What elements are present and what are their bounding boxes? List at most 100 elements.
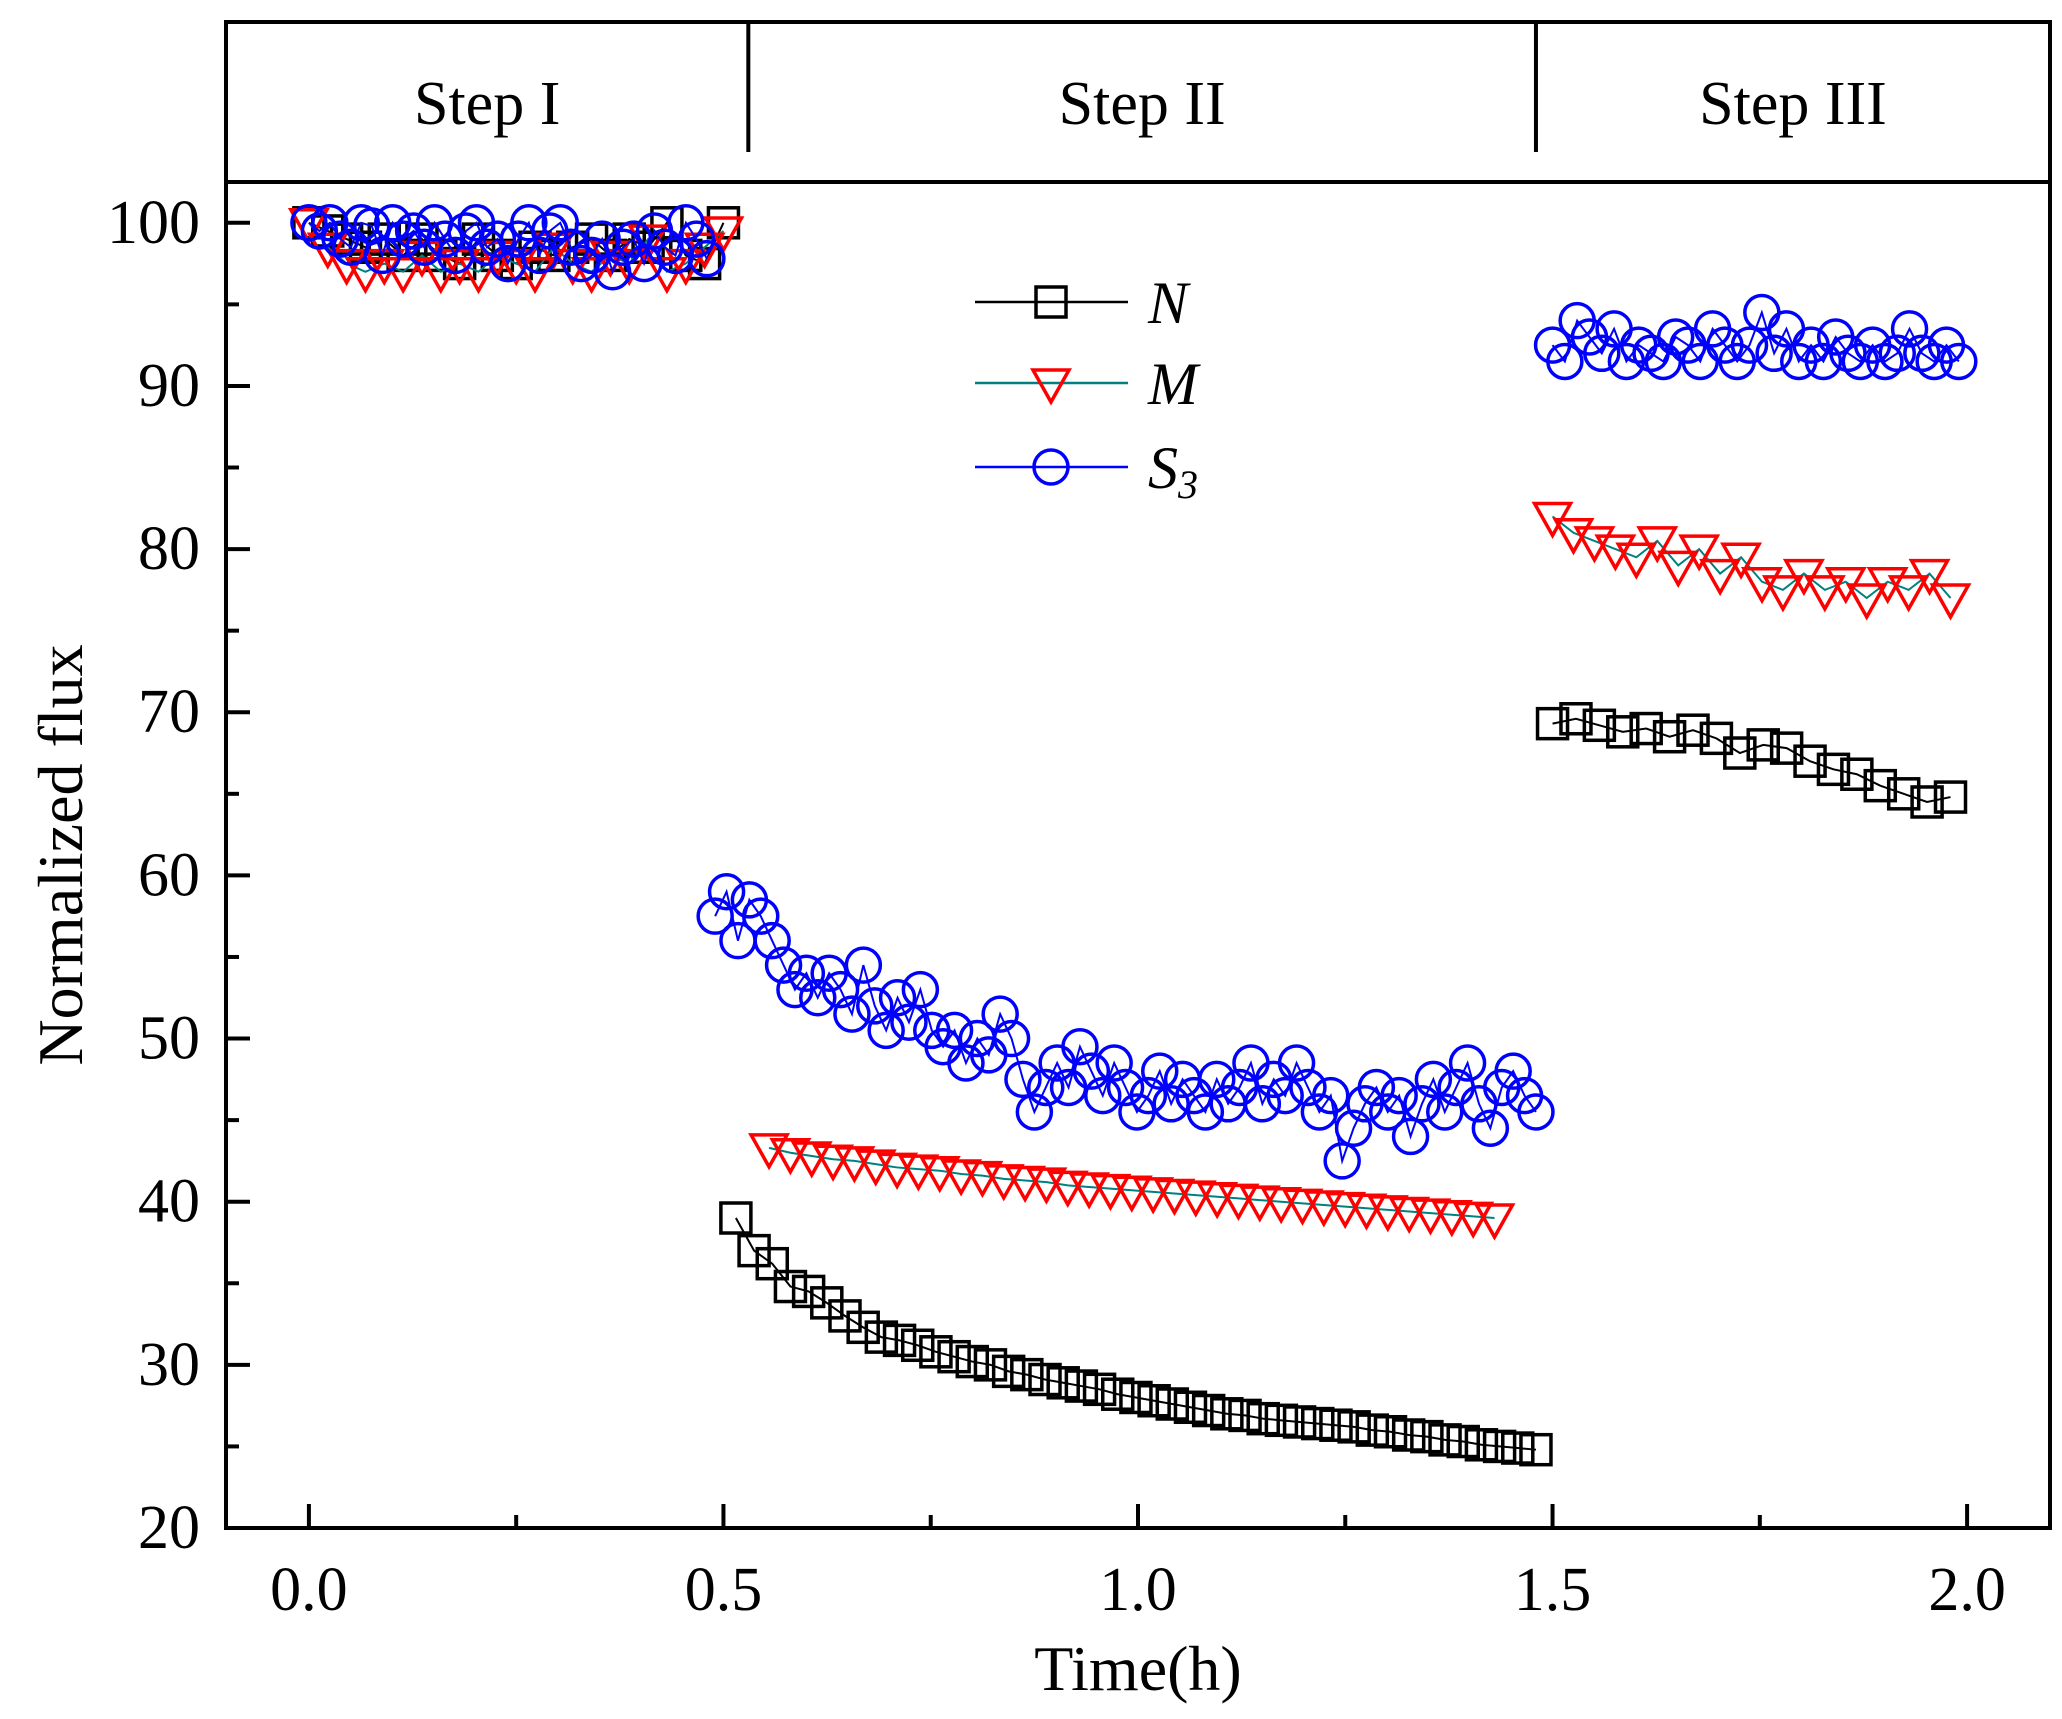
- data-point: [937, 1339, 971, 1374]
- data-point: [1391, 1117, 1430, 1156]
- data-point: [1302, 1190, 1345, 1228]
- data-point: [1312, 1076, 1350, 1115]
- data-point: [702, 216, 745, 254]
- series-n: [292, 206, 1968, 1467]
- data-point: [882, 1323, 917, 1358]
- data-point: [514, 256, 557, 295]
- y-tick-label: 60: [138, 841, 200, 909]
- data-point: [1615, 542, 1658, 580]
- data-point: [1559, 702, 1593, 736]
- data-point: [1289, 1068, 1327, 1107]
- data-point: [1357, 1068, 1396, 1107]
- step-label-3: Step III: [1699, 70, 1887, 138]
- series-line: [768, 1146, 1495, 1220]
- data-point: [1676, 713, 1710, 747]
- data-point: [608, 248, 651, 287]
- data-point: [1452, 1201, 1495, 1239]
- data-point: [1132, 1177, 1175, 1215]
- data-point: [1366, 1195, 1409, 1233]
- data-point: [1890, 310, 1929, 348]
- data-point: [677, 220, 716, 258]
- data-point: [1355, 1413, 1390, 1447]
- data-point: [1186, 1093, 1225, 1131]
- legend-subscript: 3: [1177, 462, 1198, 507]
- data-point: [1816, 752, 1851, 787]
- data-point: [737, 1233, 771, 1268]
- step-label-2: Step II: [1059, 70, 1226, 138]
- data-point: [1886, 777, 1921, 811]
- y-axis: 20 30 40 50 60 70 80 90 100: [107, 189, 250, 1562]
- data-point: [821, 970, 860, 1009]
- data-point: [583, 220, 621, 258]
- data-point: [1061, 1027, 1099, 1066]
- data-point: [864, 1320, 899, 1354]
- data-point: [742, 897, 780, 935]
- data-point: [1720, 542, 1763, 580]
- data-point: [1546, 342, 1584, 381]
- data-point: [1264, 1403, 1299, 1438]
- data-point: [844, 946, 883, 984]
- data-point: [1940, 342, 1978, 381]
- data-point: [1095, 1044, 1133, 1082]
- step-dividers: [746, 22, 1538, 152]
- data-point: [696, 897, 734, 935]
- data-point: [1027, 1068, 1065, 1107]
- data-point: [935, 1011, 974, 1050]
- data-point: [650, 206, 684, 240]
- data-point: [856, 987, 894, 1025]
- data-point: [1110, 1175, 1153, 1213]
- data-point: [1004, 1165, 1047, 1204]
- data-point: [1388, 1196, 1431, 1235]
- data-point: [1803, 575, 1846, 613]
- x-axis-title: Time(h): [1034, 1633, 1241, 1704]
- y-tick-label: 90: [138, 352, 200, 420]
- data-point: [1046, 1366, 1080, 1400]
- data-point: [1903, 334, 1941, 373]
- data-point: [1173, 1390, 1208, 1425]
- data-point: [1141, 1052, 1179, 1090]
- data-point: [1068, 1172, 1111, 1210]
- data-point: [325, 248, 368, 287]
- data-point: [799, 979, 837, 1017]
- data-point: [1473, 1203, 1516, 1241]
- data-point: [1761, 575, 1804, 613]
- legend-marker: [1030, 368, 1072, 406]
- y-tick-label: 80: [138, 515, 200, 583]
- data-point: [1064, 1369, 1099, 1403]
- data-point: [973, 1348, 1008, 1382]
- data-point: [878, 979, 917, 1017]
- data-point: [1106, 1068, 1145, 1107]
- data-point: [833, 995, 871, 1033]
- data-point: [1010, 1357, 1044, 1392]
- y-tick-label: 50: [138, 1005, 200, 1073]
- data-point: [1840, 757, 1874, 791]
- data-point: [787, 954, 826, 993]
- series-layer: [287, 204, 1978, 1467]
- data-point: [1414, 1060, 1453, 1099]
- x-tick-label: 2.0: [1928, 1556, 2006, 1624]
- data-point: [890, 1003, 928, 1041]
- data-point: [287, 208, 330, 246]
- data-point: [419, 256, 462, 295]
- data-point: [1501, 1431, 1535, 1465]
- data-point: [1028, 1362, 1062, 1397]
- data-point: [753, 921, 791, 960]
- data-point: [1129, 1076, 1168, 1115]
- data-point: [867, 1011, 905, 1050]
- data-point: [1730, 326, 1769, 364]
- legend-label: M: [1147, 351, 1201, 417]
- data-point: [1391, 1418, 1426, 1452]
- data-point: [1345, 1193, 1388, 1231]
- data-point: [1636, 526, 1679, 564]
- data-point: [1494, 1052, 1532, 1090]
- y-tick-label: 30: [138, 1331, 200, 1399]
- data-point: [1448, 1044, 1487, 1082]
- data-point: [1656, 318, 1695, 356]
- data-point: [810, 1286, 844, 1320]
- data-point: [955, 1344, 990, 1379]
- data-point: [876, 1152, 919, 1191]
- data-point: [981, 995, 1019, 1033]
- data-point: [1119, 1380, 1153, 1415]
- data-point: [1373, 1414, 1408, 1449]
